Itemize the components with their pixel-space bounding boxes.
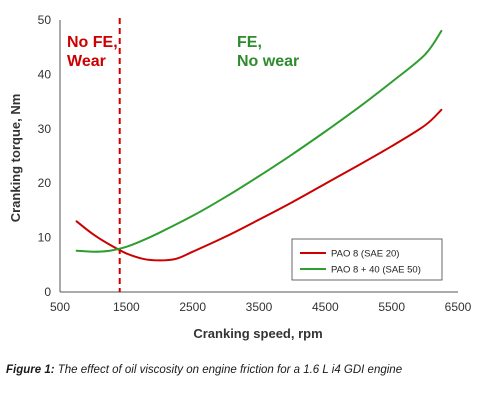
annotation-1: FE, No wear [237,34,299,70]
x-tick-label: 1500 [113,300,140,314]
series-line-1 [75,29,443,253]
x-tick-label: 6500 [445,300,472,314]
caption-text: The effect of oil viscosity on engine fr… [54,364,403,376]
x-tick-label: 4500 [312,300,339,314]
y-axis-title: Cranking torque, Nm [8,94,23,223]
y-tick-label: 10 [38,231,52,245]
annotation-line: FE, [237,34,262,51]
legend-box [291,238,443,281]
annotation-line: No FE, [67,34,118,51]
annotations: No FE, Wear FE, No wear [67,34,299,70]
caption-label: Figure 1: [6,364,55,376]
series-lines [75,29,443,262]
legend: PAO 8 (SAE 20) PAO 8 + 40 (SAE 50) [291,238,443,281]
x-axis-title: Cranking speed, rpm [193,326,322,341]
axes [59,20,458,293]
chart: 500 1500 2500 3500 4500 5500 6500 0 10 20 30 40 50 C… [8,13,472,341]
annotation-0: No FE, Wear [67,34,118,70]
annotation-line: Wear [67,53,106,70]
y-tick-label: 40 [38,67,52,81]
y-tick-label: 0 [44,285,51,299]
legend-label-0: PAO 8 (SAE 20) [331,249,399,260]
y-tick-label: 20 [38,176,52,190]
x-tick-label: 500 [50,300,70,314]
figure-caption: Figure 1: The effect of oil viscosity on… [6,364,486,376]
x-tick-label: 5500 [378,300,405,314]
annotation-line: No wear [237,53,299,70]
y-tick-label: 50 [38,13,52,27]
legend-label-1: PAO 8 + 40 (SAE 50) [331,265,421,276]
tick-labels: 500 1500 2500 3500 4500 5500 6500 0 10 20 30 40 50 [38,13,472,314]
x-tick-label: 3500 [246,300,273,314]
x-tick-label: 2500 [179,300,206,314]
series-line-0 [75,108,443,262]
y-tick-label: 30 [38,122,52,136]
